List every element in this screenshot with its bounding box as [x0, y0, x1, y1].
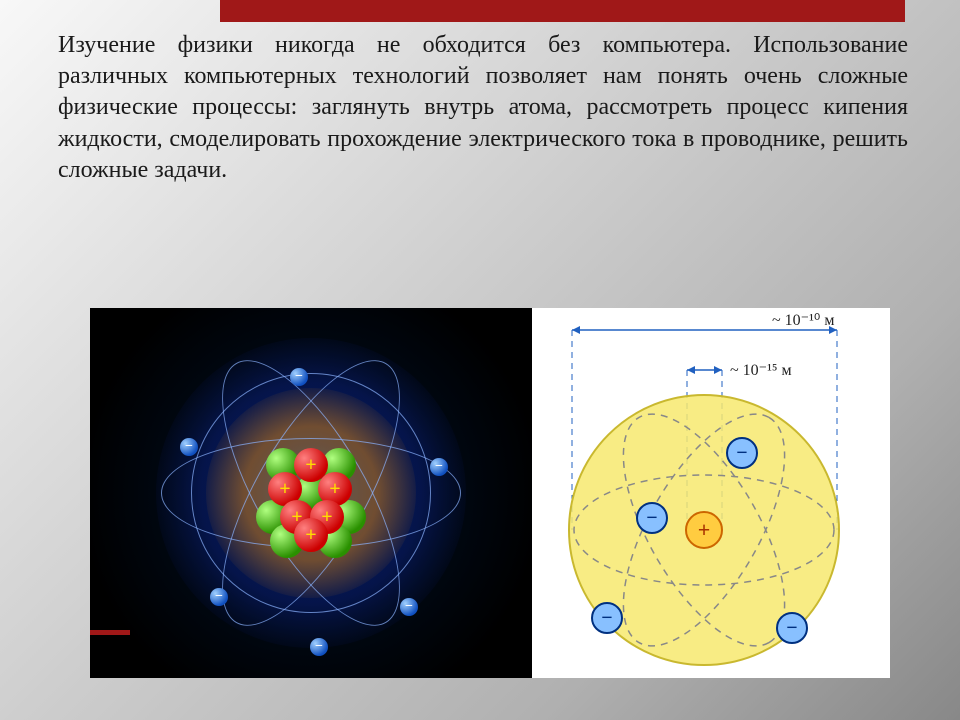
scale-label-nucleus: ~ 10⁻¹⁵ м — [730, 360, 792, 380]
electron-3d: − — [400, 598, 418, 616]
scale-label-atom: ~ 10⁻¹⁰ м — [772, 310, 834, 330]
electron-3d: − — [290, 368, 308, 386]
atom-nucleus: ++++++ — [256, 438, 366, 548]
proton: + — [294, 518, 328, 552]
svg-text:−: − — [601, 607, 612, 629]
atom-figure: ++++++ − − − − − − + − − − − ~ 10⁻¹⁰ м ~ 10⁻¹⁵ м — [90, 308, 890, 678]
electron-3d: − — [430, 458, 448, 476]
atom-2d-panel: + − − − − ~ 10⁻¹⁰ м ~ 10⁻¹⁵ м — [532, 308, 890, 678]
svg-text:+: + — [698, 517, 711, 542]
body-paragraph: Изучение физики никогда не обходится без… — [58, 30, 908, 186]
svg-text:−: − — [646, 507, 657, 529]
electron-3d: − — [180, 438, 198, 456]
svg-text:−: − — [786, 617, 797, 639]
electron-3d: − — [310, 638, 328, 656]
atom-2d-svg: + − − − − — [532, 308, 890, 678]
red-mark — [90, 630, 130, 635]
electron-3d: − — [210, 588, 228, 606]
svg-text:−: − — [736, 442, 747, 464]
title-banner — [220, 0, 905, 22]
atom-3d-panel: ++++++ − − − − − − — [90, 308, 532, 678]
